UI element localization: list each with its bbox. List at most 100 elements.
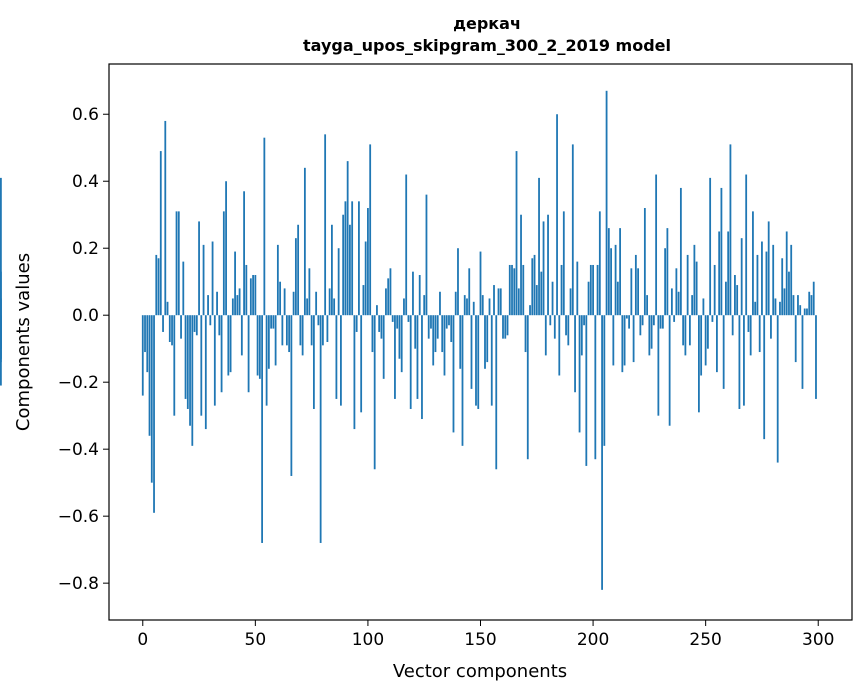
bar: [396, 315, 399, 329]
y-tick-label: 0.2: [72, 239, 99, 259]
bar: [682, 315, 685, 346]
x-tick-label: 150: [464, 630, 496, 650]
bar: [526, 315, 529, 460]
bar: [720, 187, 723, 316]
bar: [713, 264, 716, 316]
bar: [648, 315, 651, 356]
bar: [684, 315, 687, 356]
bar: [265, 315, 268, 406]
x-axis-label: Vector components: [393, 661, 567, 682]
bar: [794, 315, 797, 363]
y-axis-label: Components values: [13, 253, 34, 431]
bar: [407, 315, 410, 322]
bar: [0, 177, 2, 316]
bar: [493, 285, 495, 316]
bar: [623, 315, 626, 366]
bar: [630, 268, 633, 316]
bar: [0, 315, 2, 349]
bar: [450, 315, 453, 342]
bar: [463, 295, 466, 316]
bar: [349, 224, 351, 316]
bar: [767, 221, 770, 316]
bar: [499, 288, 502, 316]
bar: [675, 268, 678, 316]
bar: [175, 211, 178, 316]
bar: [261, 315, 263, 543]
bar: [594, 315, 597, 460]
bar: [346, 161, 349, 316]
bar: [423, 295, 426, 316]
bar: [562, 211, 565, 316]
bar: [290, 315, 293, 476]
bar: [225, 181, 227, 316]
bar: [448, 315, 450, 326]
bar: [702, 298, 705, 316]
bar: [369, 144, 372, 316]
bar: [430, 315, 432, 329]
bar: [213, 315, 216, 406]
bar: [279, 281, 282, 316]
bar: [267, 315, 270, 369]
bar: [731, 315, 734, 336]
bar: [639, 315, 642, 336]
bar: [538, 177, 540, 316]
bar: [535, 285, 538, 316]
bar: [466, 298, 468, 316]
bar: [738, 315, 741, 409]
bar: [540, 271, 543, 316]
bar: [765, 251, 768, 316]
bar: [209, 315, 212, 326]
bar: [679, 187, 682, 316]
bar: [270, 315, 273, 329]
x-tick-label: 50: [245, 630, 267, 650]
bar: [367, 208, 369, 316]
bar: [398, 315, 401, 359]
bar: [414, 315, 417, 349]
bar: [542, 221, 545, 316]
bar: [544, 315, 547, 356]
bar: [772, 244, 775, 316]
bar: [619, 228, 621, 316]
bar: [191, 315, 194, 446]
bar: [725, 281, 727, 316]
bar: [774, 298, 777, 316]
bar: [342, 214, 345, 316]
bar: [803, 308, 806, 316]
bar: [700, 315, 703, 376]
bar: [193, 315, 196, 332]
bar: [677, 291, 680, 316]
bar: [475, 315, 477, 406]
bar: [394, 315, 396, 399]
bar: [580, 315, 583, 356]
bar: [153, 315, 155, 513]
bar: [783, 288, 786, 316]
bar: [698, 315, 700, 413]
chart-title: деркач: [453, 14, 521, 33]
bar: [292, 291, 295, 316]
bars-group: [0, 90, 817, 590]
bar: [155, 254, 158, 316]
bar: [236, 295, 239, 316]
bar: [616, 281, 619, 316]
bar: [598, 211, 601, 316]
bar: [243, 191, 245, 316]
bar: [643, 208, 646, 316]
bar: [364, 241, 367, 316]
bar: [747, 315, 750, 332]
bar: [227, 315, 230, 376]
bar: [238, 288, 241, 316]
bar: [436, 315, 439, 339]
bar: [303, 167, 306, 316]
bar: [150, 315, 153, 483]
bar: [443, 315, 446, 376]
bar: [380, 315, 383, 339]
bar: [666, 228, 669, 316]
bar: [664, 248, 667, 316]
bar: [272, 315, 275, 329]
x-tick-label: 0: [137, 630, 148, 650]
bar: [632, 315, 635, 363]
bar: [457, 248, 459, 316]
bar: [506, 315, 509, 336]
bar: [166, 301, 169, 316]
